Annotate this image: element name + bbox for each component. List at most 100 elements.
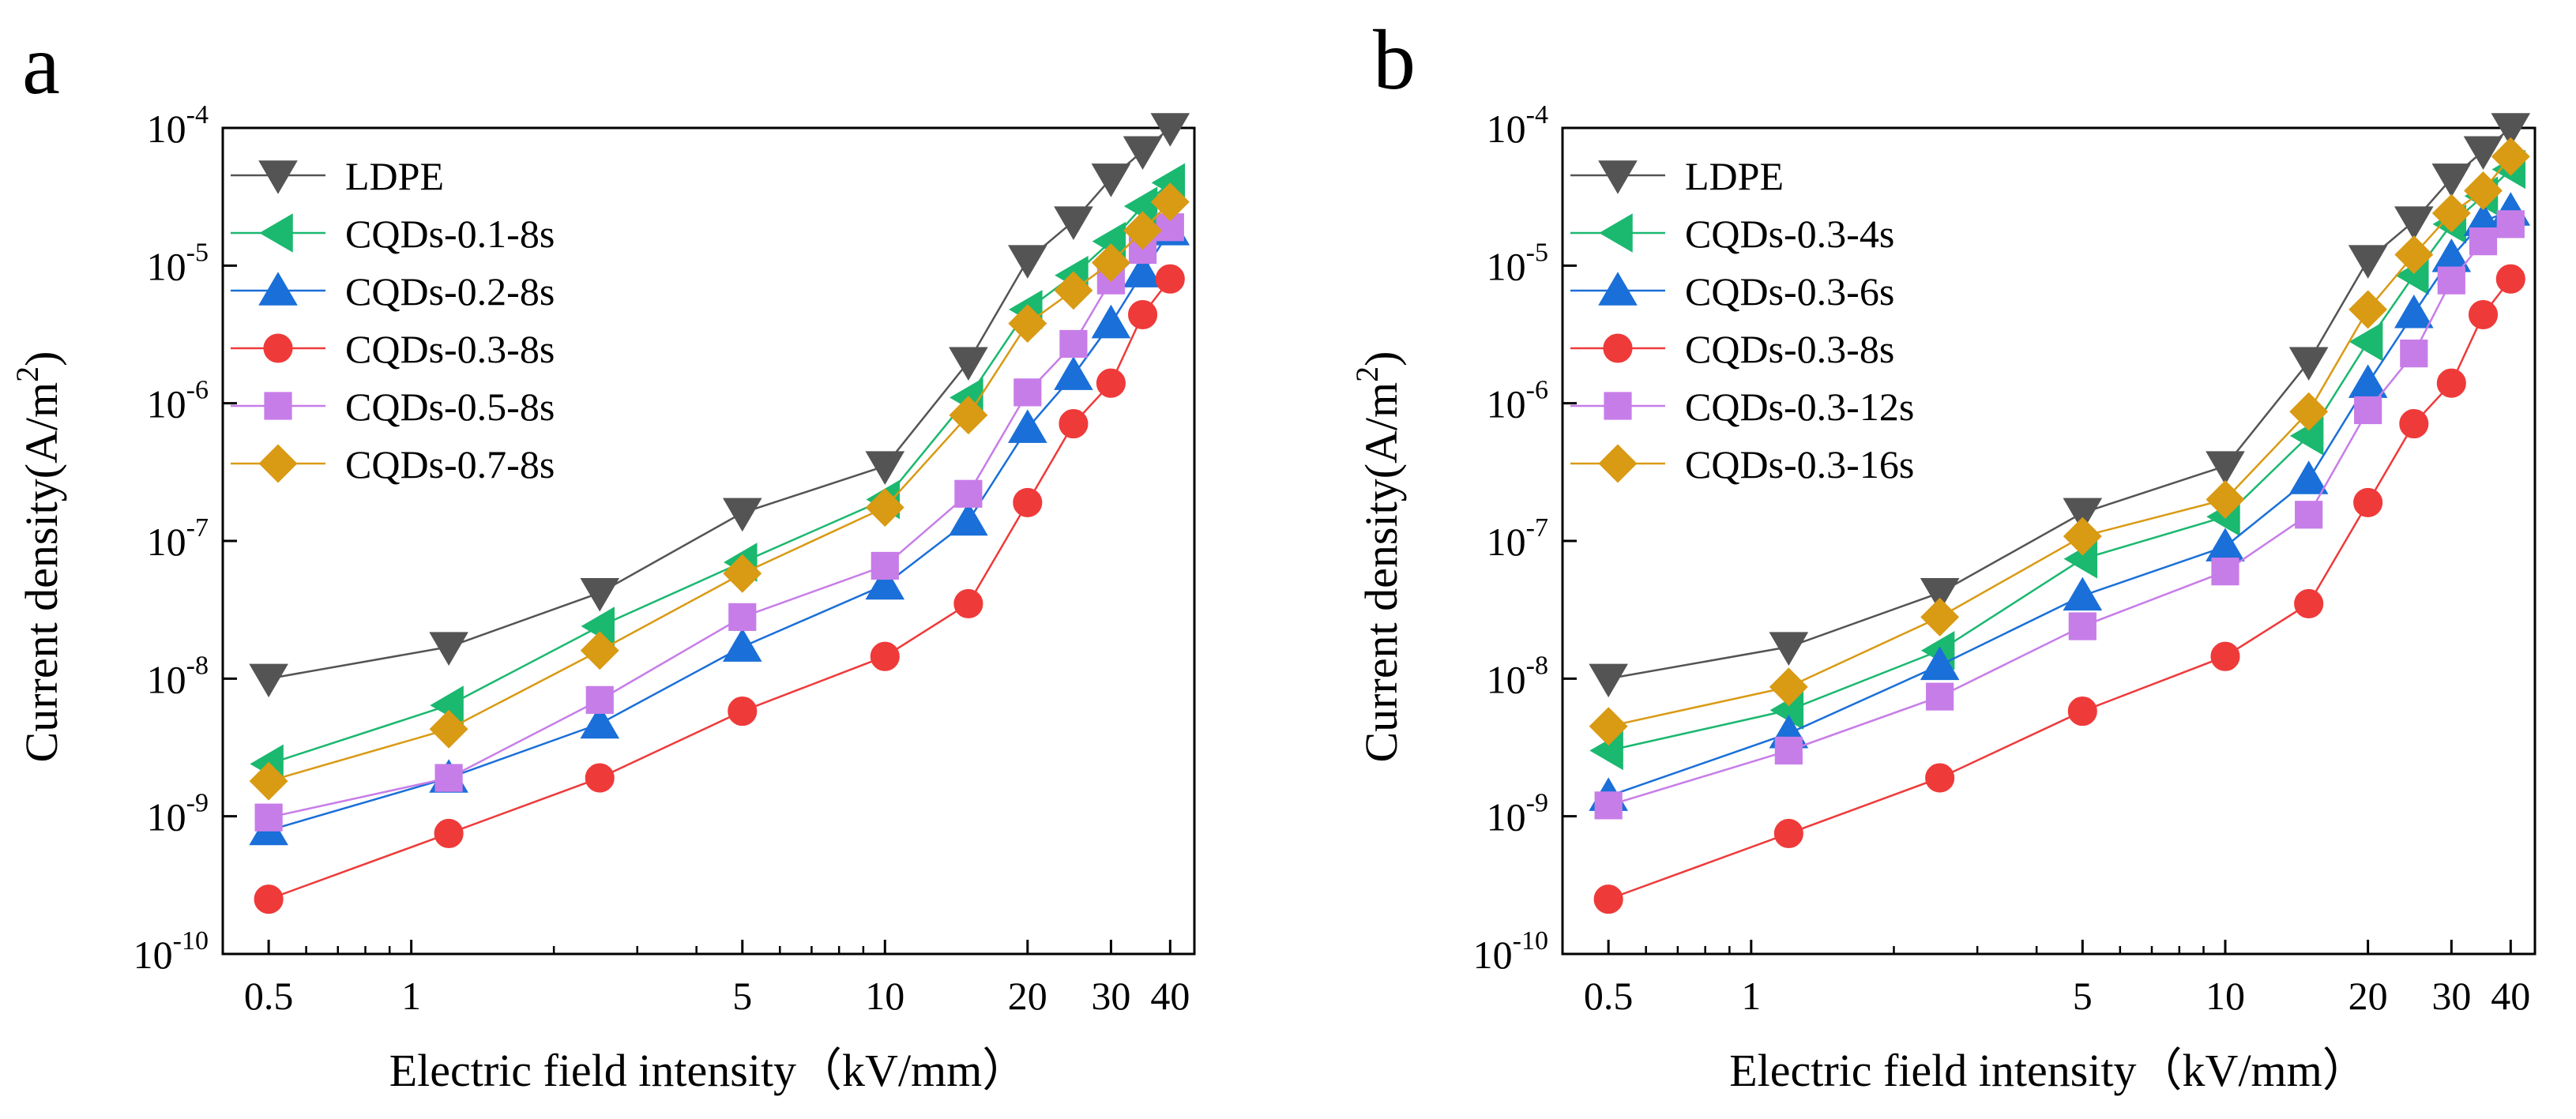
data-point bbox=[865, 565, 905, 600]
legend-label: CQDs-0.3-6s bbox=[1685, 269, 1894, 314]
y-tick-label: 10-7 bbox=[147, 513, 209, 564]
legend-entry: LDPE bbox=[231, 154, 444, 198]
data-point bbox=[728, 603, 757, 631]
data-point bbox=[1589, 663, 1628, 698]
legend-entry: CQDs-0.5-8s bbox=[231, 385, 555, 429]
chart-panel-a: a0.5 1 5 10 20 30 4010-1010-910-810-710-610-51… bbox=[9, 18, 1196, 1096]
legend: LDPE CQDs-0.1-8s CQDs-0.2-8s CQDs-0.3-8s CQD… bbox=[231, 154, 555, 486]
data-point bbox=[2437, 266, 2465, 295]
data-point bbox=[722, 498, 762, 532]
series-CQDs-0.3-16s bbox=[1589, 137, 2530, 746]
legend-label: CQDs-0.3-12s bbox=[1685, 385, 1914, 429]
data-point bbox=[1594, 791, 1623, 820]
data-point bbox=[2431, 193, 2471, 233]
data-point bbox=[1007, 409, 1047, 443]
data-point bbox=[1150, 113, 1190, 147]
y-tick-label: 10-6 bbox=[147, 376, 209, 426]
y-tick-label: 10-5 bbox=[1487, 238, 1548, 288]
data-point bbox=[953, 588, 983, 619]
data-point bbox=[1128, 299, 1158, 330]
data-point bbox=[2354, 396, 2382, 425]
data-point bbox=[434, 818, 464, 848]
data-point bbox=[2210, 641, 2240, 671]
data-point bbox=[2431, 163, 2472, 197]
data-point bbox=[2394, 235, 2434, 274]
data-point bbox=[949, 396, 988, 435]
series-line bbox=[268, 278, 1171, 900]
data-point bbox=[2394, 206, 2434, 240]
data-point bbox=[949, 347, 988, 381]
x-tick-label: 40 bbox=[2491, 974, 2530, 1018]
series-CQDs-0.3-12s bbox=[1594, 210, 2525, 820]
data-point bbox=[1091, 304, 1131, 339]
data-point bbox=[865, 488, 904, 528]
y-axis-title: Current density(A/m2) bbox=[1349, 351, 1407, 763]
data-point bbox=[1096, 368, 1126, 398]
y-tick-label: 10-10 bbox=[134, 926, 209, 977]
data-point bbox=[1091, 163, 1131, 197]
data-point bbox=[1123, 136, 1163, 170]
y-tick-label: 10-10 bbox=[1473, 926, 1548, 977]
data-point bbox=[2288, 347, 2329, 381]
data-point bbox=[585, 763, 615, 793]
data-point bbox=[1008, 304, 1047, 344]
legend-label: CQDs-0.2-8s bbox=[345, 269, 555, 314]
data-point bbox=[870, 641, 900, 671]
data-point bbox=[1059, 409, 1089, 439]
x-tick-label: 30 bbox=[1091, 974, 1130, 1018]
data-point bbox=[1013, 378, 1042, 407]
legend-entry: CQDs-0.3-8s bbox=[231, 327, 555, 371]
data-point bbox=[1925, 763, 1955, 793]
data-point bbox=[2294, 588, 2324, 619]
data-point bbox=[2436, 368, 2466, 398]
series-CQDs-0.3-8s bbox=[254, 264, 1185, 914]
x-tick-label: 20 bbox=[2348, 974, 2388, 1018]
legend-marker bbox=[264, 392, 292, 420]
legend-label: CQDs-0.5-8s bbox=[345, 385, 555, 429]
legend-entry: CQDs-0.3-16s bbox=[1570, 442, 1914, 486]
y-axis: 10-10 10-9 10-8 10-7 10-6 10-5 10-4 bbox=[1473, 100, 1577, 977]
y-tick-label: 10-8 bbox=[147, 651, 209, 701]
legend-entry: CQDs-0.3-12s bbox=[1570, 385, 1914, 429]
series-CQDs-0.3-8s bbox=[1593, 264, 2525, 914]
legend-marker bbox=[1603, 333, 1633, 363]
data-point bbox=[2495, 264, 2525, 294]
data-point bbox=[2288, 460, 2329, 494]
y-tick-label: 10-9 bbox=[1487, 789, 1548, 839]
data-point bbox=[2464, 171, 2503, 210]
data-point bbox=[2400, 340, 2428, 368]
data-point bbox=[2063, 516, 2102, 556]
data-point bbox=[2211, 558, 2239, 586]
data-point bbox=[1091, 243, 1130, 283]
data-point bbox=[2463, 136, 2503, 170]
data-point bbox=[1123, 211, 1163, 250]
y-tick-label: 10-8 bbox=[1487, 651, 1548, 701]
panel-label: a bbox=[22, 18, 60, 112]
data-point bbox=[2468, 299, 2499, 330]
data-point bbox=[580, 704, 620, 739]
legend-entry: CQDs-0.3-8s bbox=[1570, 327, 1894, 371]
data-point bbox=[1150, 182, 1190, 222]
x-tick-label: 0.5 bbox=[1584, 974, 1634, 1018]
legend-entry: CQDs-0.3-6s bbox=[1570, 269, 1894, 314]
data-point bbox=[2469, 227, 2498, 256]
data-point bbox=[2491, 137, 2530, 176]
data-point bbox=[2289, 392, 2329, 431]
data-point bbox=[2206, 480, 2245, 519]
data-point bbox=[580, 631, 619, 670]
legend-marker bbox=[1604, 392, 1632, 420]
data-point bbox=[2399, 409, 2429, 439]
data-point bbox=[249, 663, 288, 698]
legend-entry: CQDs-0.1-8s bbox=[231, 212, 555, 256]
x-tick-label: 10 bbox=[2206, 974, 2245, 1018]
legend-label: CQDs-0.1-8s bbox=[345, 212, 555, 256]
data-point bbox=[1013, 487, 1043, 517]
legend-marker bbox=[258, 444, 298, 483]
data-point bbox=[1920, 646, 1960, 681]
legend-marker bbox=[258, 160, 298, 194]
data-point bbox=[585, 685, 614, 714]
data-point bbox=[580, 577, 620, 612]
data-point bbox=[1589, 707, 1628, 746]
data-point bbox=[1054, 271, 1093, 310]
